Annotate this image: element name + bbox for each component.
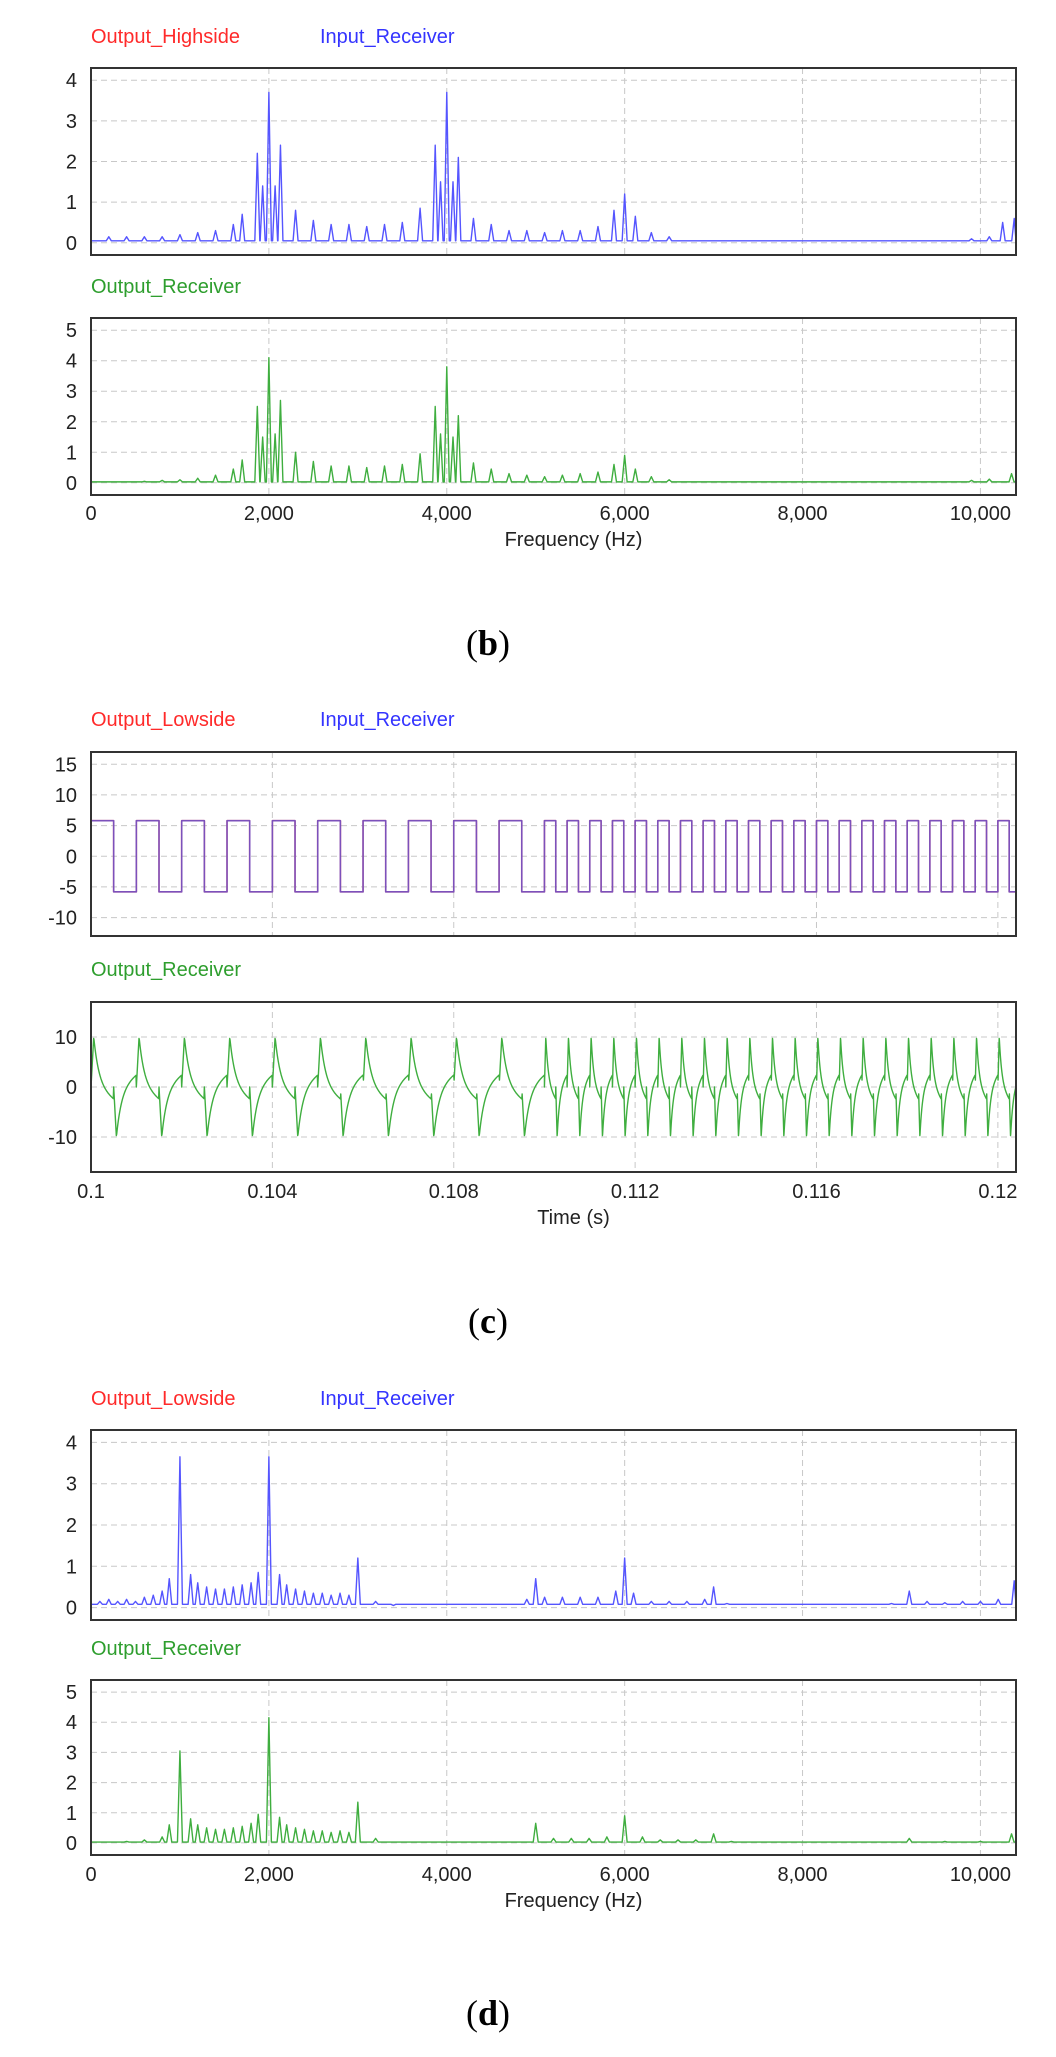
y-tick-label: -10 (48, 908, 77, 930)
plot-frame (90, 317, 1017, 496)
x-tick-label: 0.104 (247, 1181, 297, 1203)
y-tick-label: 0 (66, 233, 77, 255)
y-tick-label: 1 (66, 442, 77, 464)
legend-entry: Input_Receiver (320, 26, 455, 48)
x-tick-label: 6,000 (600, 1864, 650, 1886)
y-tick-label: 15 (55, 754, 77, 776)
x-tick-label: 4,000 (422, 503, 472, 525)
y-tick-label: 5 (66, 1682, 77, 1704)
x-tick-label: 6,000 (600, 503, 650, 525)
plot-frame (90, 1001, 1017, 1173)
chart-d-panel-2: Output_Receiver 0 1 2 3 4 5 (66, 1638, 1017, 1856)
y-tick-label: -10 (48, 1127, 77, 1149)
y-tick-label: 0 (66, 1833, 77, 1855)
y-tick-label: 4 (66, 1712, 77, 1734)
y-tick-label: 3 (66, 1742, 77, 1764)
y-tick-label: 3 (66, 381, 77, 403)
y-tick-label: 4 (66, 1432, 77, 1454)
x-tick-label: 0 (85, 503, 96, 525)
caption-letter: d (478, 1993, 498, 2033)
y-tick-label: 0 (66, 473, 77, 495)
plot-frame (90, 751, 1017, 937)
y-tick-label: 0 (66, 846, 77, 868)
legend-entry: Output_Receiver (91, 276, 241, 298)
x-axis-label: Time (s) (537, 1207, 610, 1229)
figure-caption: (b) (466, 623, 510, 663)
series-line-input-receiver (91, 1456, 1017, 1607)
x-tick-label: 0.108 (429, 1181, 479, 1203)
x-tick-label: 8,000 (778, 1864, 828, 1886)
y-tick-label: 0 (66, 1077, 77, 1099)
y-tick-label: 2 (66, 152, 77, 174)
chart-c-panel-1: Output_Lowside Input_Receiver -10 -5 0 5 10 15 (48, 709, 1017, 937)
x-tick-label: 8,000 (778, 503, 828, 525)
x-tick-label: 2,000 (244, 1864, 294, 1886)
legend-entry: Input_Receiver (320, 709, 455, 731)
y-tick-label: 3 (66, 111, 77, 133)
series-line-output-receiver (90, 1037, 1017, 1137)
series-line-output-receiver (91, 1717, 1016, 1843)
x-tick-label: 0.112 (611, 1181, 660, 1203)
y-tick-label: 5 (66, 320, 77, 342)
x-tick-label: 0.12 (978, 1181, 1017, 1203)
x-axis-label: Frequency (Hz) (505, 529, 643, 551)
series-line-output-receiver (91, 356, 1016, 483)
y-tick-label: 3 (66, 1474, 77, 1496)
chart-d-panel-1: Output_Lowside Input_Receiver 0 1 2 3 4 (66, 1388, 1017, 1621)
x-tick-label: 0.116 (792, 1181, 841, 1203)
series-line-input-receiver (91, 91, 1017, 242)
legend-entry: Output_Lowside (91, 709, 236, 731)
x-tick-label: 0 (85, 1864, 96, 1886)
legend-entry: Output_Receiver (91, 1638, 241, 1660)
x-tick-label: 10,000 (950, 503, 1011, 525)
plot-frame (90, 67, 1017, 256)
y-tick-label: 4 (66, 351, 77, 373)
legend-entry: Output_Highside (91, 26, 240, 48)
y-tick-label: 5 (66, 816, 77, 838)
x-axis-label: Frequency (Hz) (505, 1890, 643, 1912)
caption-letter: b (478, 623, 498, 663)
x-tick-label: 0.1 (77, 1181, 105, 1203)
y-tick-label: 10 (55, 785, 77, 807)
y-tick-label: 1 (66, 1556, 77, 1578)
chart-c: Output_Lowside Input_Receiver-10-5051015O… (48, 709, 1017, 1341)
legend-entry: Output_Receiver (91, 959, 241, 981)
chart-b-panel-1: Output_Highside Input_Receiver 0 1 2 3 4 (66, 26, 1017, 256)
plot-frame (90, 1679, 1017, 1856)
legend-entry: Output_Lowside (91, 1388, 236, 1410)
figure-caption: (d) (466, 1993, 510, 2033)
plot-frame (90, 1429, 1017, 1621)
chart-b: Output_Highside Input_Receiver01234Output… (66, 26, 1017, 663)
y-tick-label: -5 (59, 877, 77, 899)
x-tick-label: 4,000 (422, 1864, 472, 1886)
chart-d: Output_Lowside Input_Receiver01234Output_… (66, 1388, 1017, 2033)
y-tick-label: 2 (66, 412, 77, 434)
chart-c-panel-2: Output_Receiver -10 0 10 (48, 959, 1017, 1173)
x-tick-label: 2,000 (244, 503, 294, 525)
chart-b-panel-2: Output_Receiver 0 1 2 3 4 5 (66, 276, 1017, 496)
x-tick-label: 10,000 (950, 1864, 1011, 1886)
y-tick-label: 0 (66, 1598, 77, 1620)
legend-entry: Input_Receiver (320, 1388, 455, 1410)
figure-caption: (c) (468, 1301, 508, 1341)
y-tick-label: 4 (66, 70, 77, 92)
y-tick-label: 1 (66, 192, 77, 214)
y-tick-label: 10 (55, 1027, 77, 1049)
y-tick-label: 1 (66, 1803, 77, 1825)
series-line-input-receiver (91, 819, 1016, 893)
y-tick-label: 2 (66, 1515, 77, 1537)
y-tick-label: 2 (66, 1773, 77, 1795)
caption-letter: c (480, 1301, 496, 1341)
